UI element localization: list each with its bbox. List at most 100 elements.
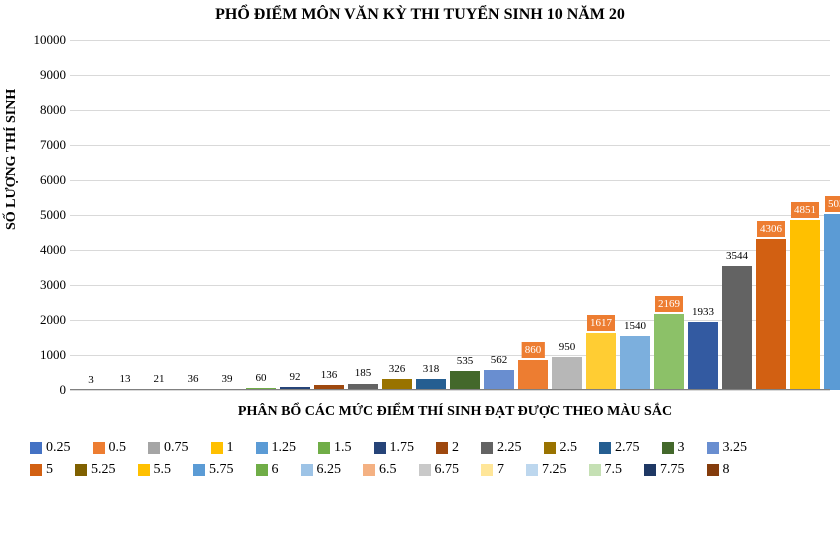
legend-item: 7.5 [589, 462, 623, 478]
ytick-label: 10000 [16, 32, 66, 48]
legend-label: 0.75 [164, 440, 189, 456]
legend-label: 2.25 [497, 440, 522, 456]
legend-swatch [644, 464, 656, 476]
bar [620, 336, 650, 390]
legend-label: 6.75 [435, 462, 460, 478]
bar [722, 266, 752, 390]
bar-value-label: 185 [352, 365, 375, 381]
legend-swatch [256, 464, 268, 476]
bar [518, 360, 548, 390]
legend-label: 1.5 [334, 440, 352, 456]
legend-label: 1 [227, 440, 234, 456]
legend-label: 7.75 [660, 462, 685, 478]
legend-item: 0.75 [148, 440, 189, 456]
bar-value-label: 535 [454, 353, 477, 369]
legend-item: 6.75 [419, 462, 460, 478]
xaxis-title: PHÂN BỔ CÁC MỨC ĐIỂM THÍ SINH ĐẠT ĐƯỢC T… [70, 404, 840, 420]
legend-item: 1.5 [318, 440, 352, 456]
bar-value-label: 136 [318, 367, 341, 383]
bar [552, 357, 582, 390]
chart-title: PHỔ ĐIỂM MÔN VĂN KỲ THI TUYỂN SINH 10 NĂ… [0, 6, 840, 24]
legend-item: 7.25 [526, 462, 567, 478]
legend-swatch [211, 442, 223, 454]
legend-label: 7 [497, 462, 504, 478]
legend-swatch [374, 442, 386, 454]
legend-label: 5.25 [91, 462, 116, 478]
legend-label: 8 [723, 462, 730, 478]
legend-swatch [193, 464, 205, 476]
legend-label: 1.25 [272, 440, 297, 456]
legend-item: 5.75 [193, 462, 234, 478]
legend-swatch [75, 464, 87, 476]
bar-value-label: 4851 [791, 202, 819, 218]
legend-label: 6 [272, 462, 279, 478]
bar-value-label: 3544 [723, 248, 751, 264]
ytick-label: 4000 [16, 242, 66, 258]
bar-value-label: 21 [151, 371, 168, 387]
legend-swatch [93, 442, 105, 454]
grid-line [70, 390, 830, 391]
bar-value-label: 318 [420, 361, 443, 377]
bar [450, 371, 480, 390]
legend-item: 5.5 [138, 462, 172, 478]
legend-swatch [256, 442, 268, 454]
legend-swatch [363, 464, 375, 476]
legend-swatch [30, 464, 42, 476]
x-baseline [70, 389, 830, 390]
bar-value-label: 60 [253, 370, 270, 386]
bars-container: 3132136396092136185326318535562860950161… [70, 40, 830, 390]
legend-item: 5 [30, 462, 53, 478]
legend-swatch [30, 442, 42, 454]
ytick-label: 2000 [16, 312, 66, 328]
legend-swatch [662, 442, 674, 454]
legend-label: 7.5 [605, 462, 623, 478]
legend-swatch [301, 464, 313, 476]
legend-swatch [599, 442, 611, 454]
legend-label: 1.75 [390, 440, 415, 456]
bar [484, 370, 514, 390]
legend-label: 5 [46, 462, 53, 478]
ytick-label: 3000 [16, 277, 66, 293]
bar-value-label: 326 [386, 361, 409, 377]
bar [756, 239, 786, 390]
legend-item: 1.75 [374, 440, 415, 456]
bar-value-label: 950 [556, 339, 579, 355]
legend-swatch [436, 442, 448, 454]
legend-label: 2 [452, 440, 459, 456]
legend-swatch [707, 442, 719, 454]
ytick-label: 9000 [16, 67, 66, 83]
bar-value-label: 92 [287, 369, 304, 385]
ytick-label: 5000 [16, 207, 66, 223]
legend-item: 2.75 [599, 440, 640, 456]
bar-value-label: 39 [219, 371, 236, 387]
legend-label: 2.75 [615, 440, 640, 456]
legend-swatch [544, 442, 556, 454]
legend-swatch [526, 464, 538, 476]
legend-label: 3 [678, 440, 685, 456]
bar-value-label: 3 [85, 372, 97, 388]
legend-swatch [589, 464, 601, 476]
bar-value-label: 562 [488, 352, 511, 368]
bar [586, 333, 616, 390]
legend-item: 2 [436, 440, 459, 456]
legend: 0.250.50.7511.251.51.7522.252.52.7533.25… [30, 440, 830, 478]
bar-value-label: 1617 [587, 315, 615, 331]
legend-label: 6.25 [317, 462, 342, 478]
bar [790, 220, 820, 390]
legend-item: 0.25 [30, 440, 71, 456]
legend-label: 6.5 [379, 462, 397, 478]
legend-swatch [707, 464, 719, 476]
legend-item: 6 [256, 462, 279, 478]
legend-label: 7.25 [542, 462, 567, 478]
ytick-label: 1000 [16, 347, 66, 363]
ytick-label: 7000 [16, 137, 66, 153]
legend-item: 6.25 [301, 462, 342, 478]
legend-swatch [148, 442, 160, 454]
bar-value-label: 860 [522, 342, 545, 358]
legend-label: 0.5 [109, 440, 127, 456]
legend-item: 3.25 [707, 440, 748, 456]
ytick-label: 6000 [16, 172, 66, 188]
legend-item: 5.25 [75, 462, 116, 478]
bar-value-label: 1540 [621, 318, 649, 334]
plot-area: 3132136396092136185326318535562860950161… [70, 40, 830, 390]
